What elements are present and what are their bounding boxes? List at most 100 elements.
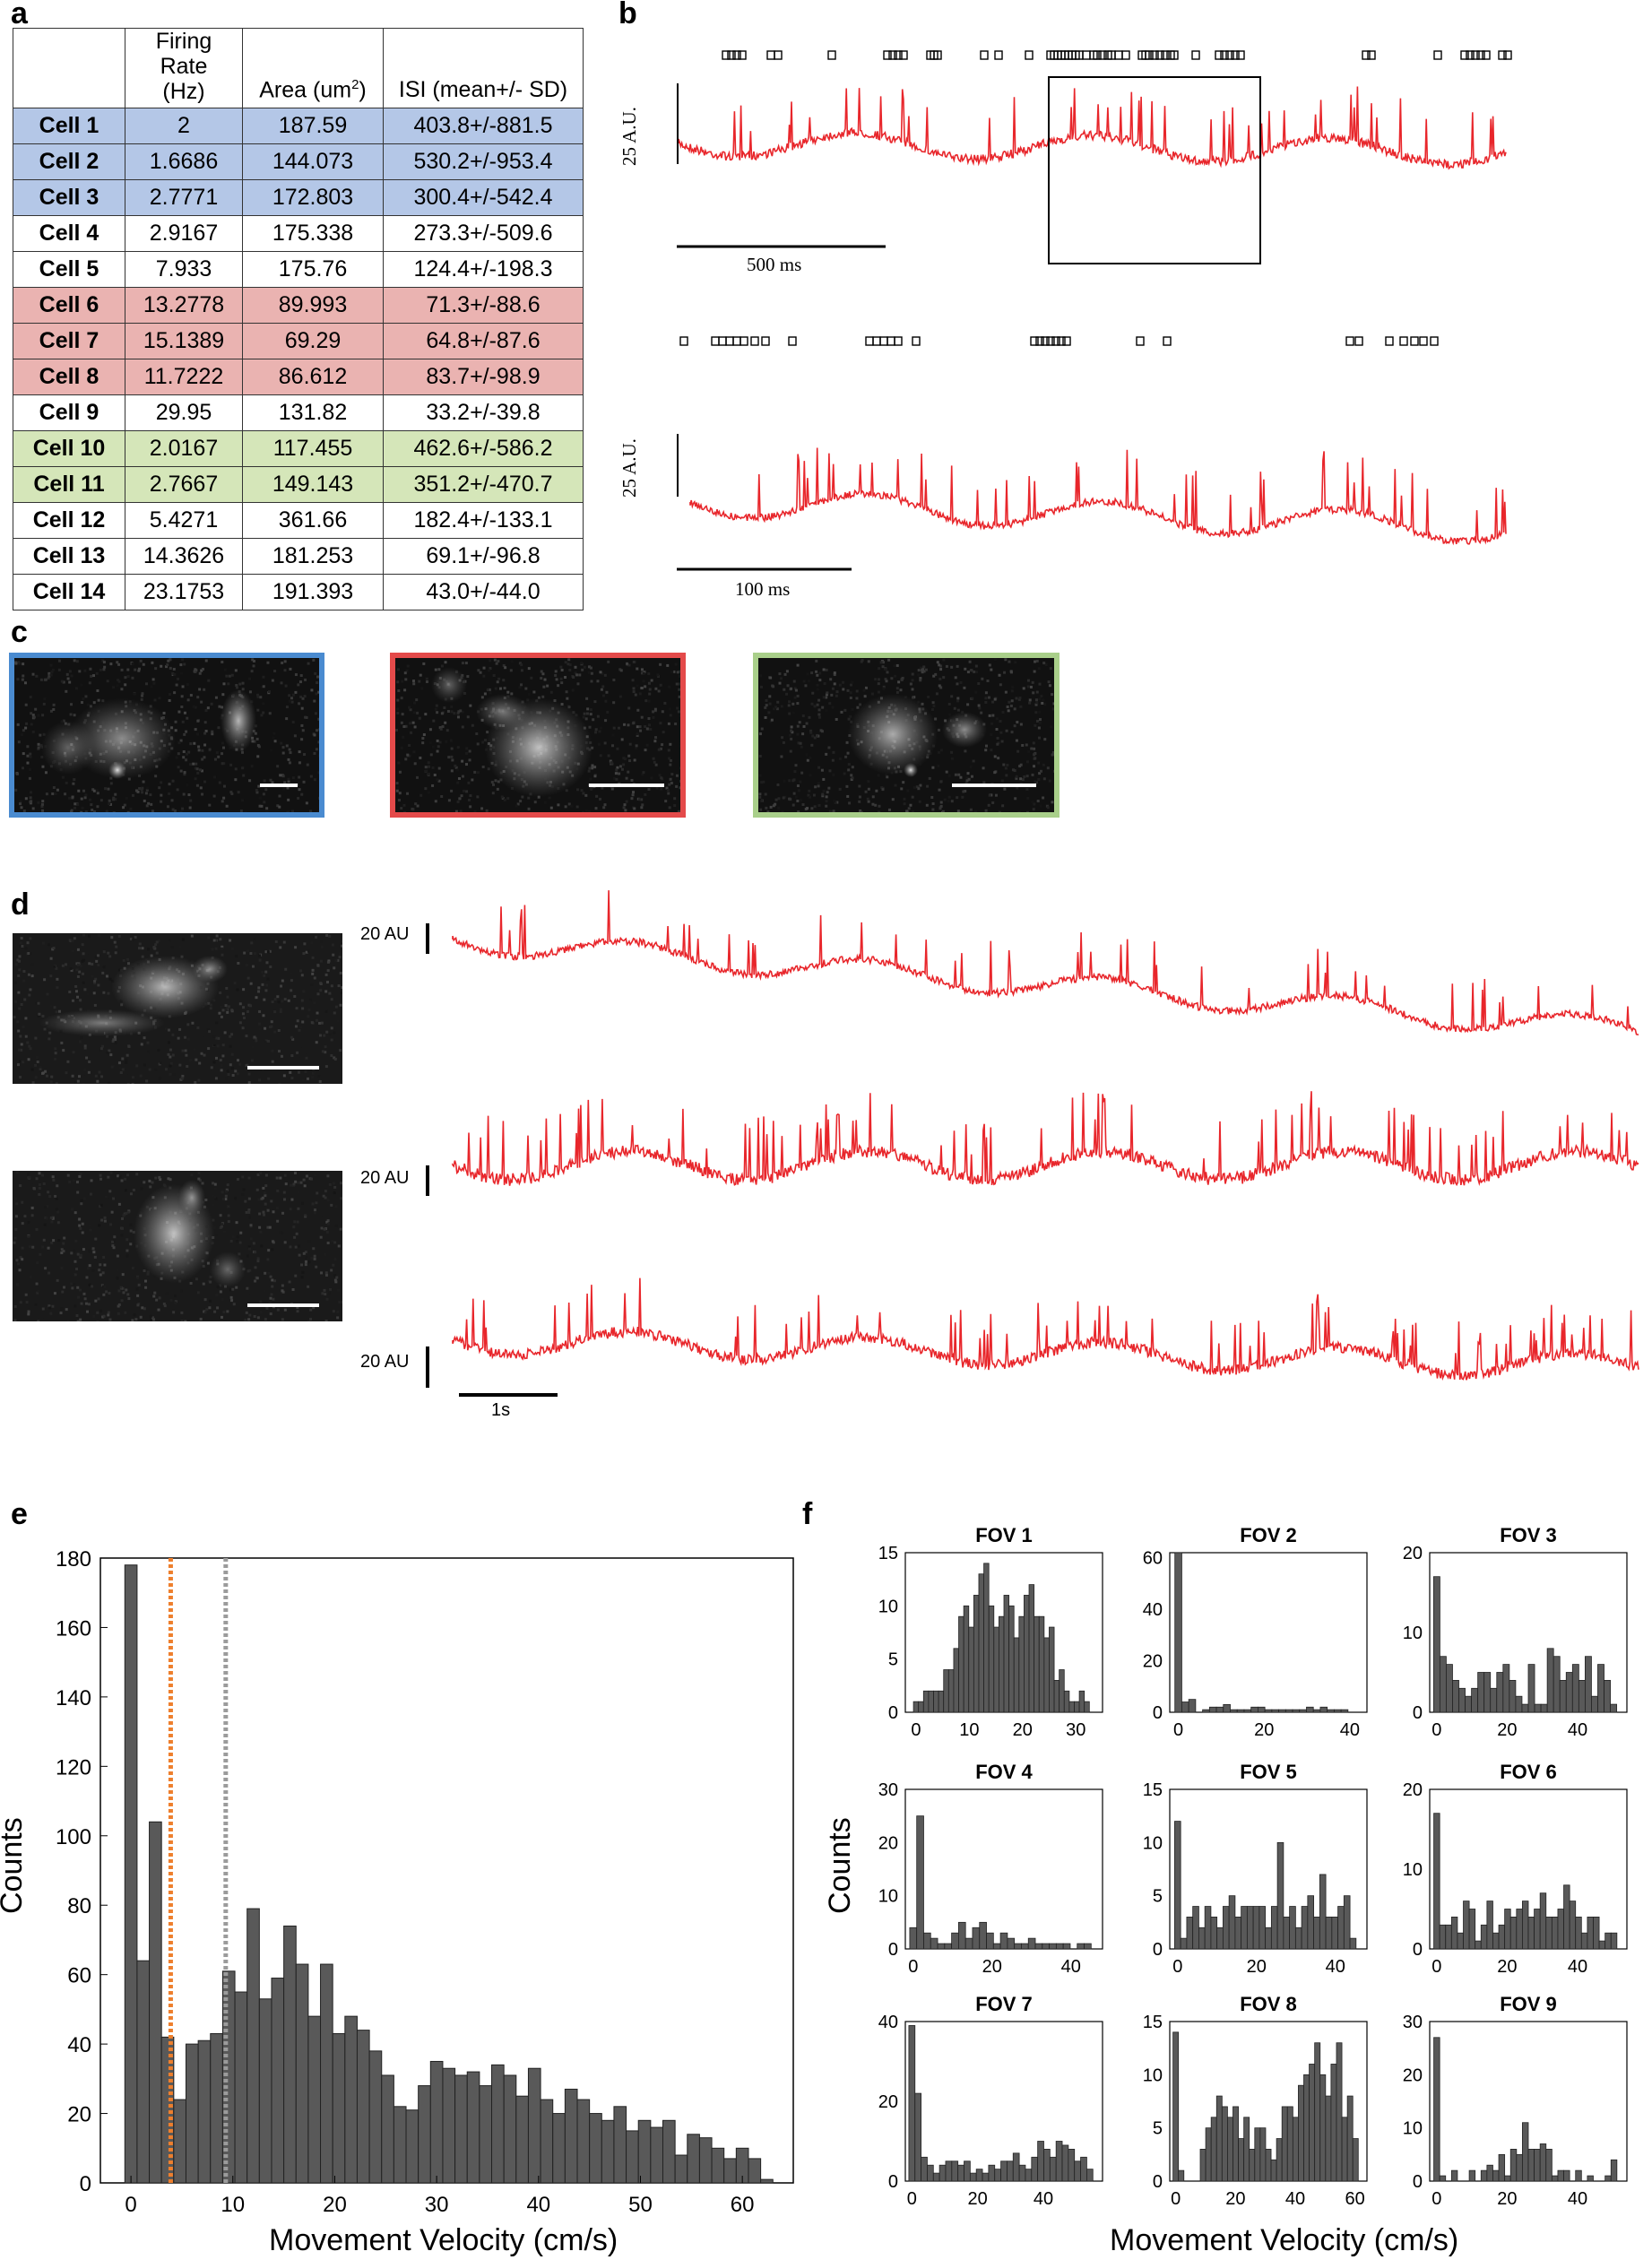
noise-pixel <box>278 794 281 798</box>
noise-pixel <box>259 1311 263 1314</box>
fov-bar <box>978 1573 984 1713</box>
noise-pixel <box>591 766 594 770</box>
noise-pixel <box>236 1240 239 1243</box>
fov-bar <box>1271 1709 1279 1713</box>
noise-pixel <box>677 682 680 686</box>
noise-pixel <box>257 745 261 749</box>
spike-raster-box <box>1354 336 1363 346</box>
noise-pixel <box>583 665 586 669</box>
noise-pixel <box>38 1182 41 1186</box>
noise-pixel <box>796 732 800 736</box>
noise-pixel <box>341 986 342 990</box>
noise-pixel <box>945 664 948 668</box>
noise-pixel <box>978 706 982 710</box>
noise-pixel <box>519 683 523 687</box>
noise-pixel <box>175 756 178 759</box>
noise-pixel <box>418 716 421 720</box>
noise-pixel <box>94 1237 98 1241</box>
noise-pixel <box>19 1184 22 1188</box>
noise-pixel <box>158 1175 161 1179</box>
noise-pixel <box>297 683 300 687</box>
noise-pixel <box>245 1311 248 1314</box>
histogram-bar <box>271 1978 285 2184</box>
noise-pixel <box>918 800 921 803</box>
noise-pixel <box>264 1202 267 1206</box>
noise-pixel <box>107 1175 110 1179</box>
noise-pixel <box>428 728 432 732</box>
noise-pixel <box>846 751 850 755</box>
noise-pixel <box>969 808 973 811</box>
noise-pixel <box>765 698 768 702</box>
noise-pixel <box>54 1057 57 1061</box>
noise-pixel <box>1026 796 1030 800</box>
noise-pixel <box>465 751 469 755</box>
noise-pixel <box>290 700 294 704</box>
noise-pixel <box>320 1226 324 1230</box>
noise-pixel <box>934 672 938 676</box>
noise-pixel <box>1040 695 1043 698</box>
scale-bar <box>260 784 298 787</box>
noise-pixel <box>850 774 853 777</box>
noise-pixel <box>68 670 72 673</box>
noise-pixel <box>307 1285 310 1288</box>
noise-pixel <box>1030 747 1034 750</box>
noise-pixel <box>109 1171 113 1174</box>
fov-bar <box>1610 2159 1618 2182</box>
fov-bar <box>1038 1615 1045 1713</box>
noise-pixel <box>82 933 86 937</box>
noise-pixel <box>794 764 798 767</box>
noise-pixel <box>859 703 862 706</box>
cell-body <box>111 956 219 1018</box>
noise-pixel <box>648 692 652 696</box>
spike-raster-box <box>1093 50 1102 60</box>
noise-pixel <box>936 661 939 664</box>
noise-pixel <box>229 763 233 766</box>
noise-pixel <box>247 1176 251 1180</box>
noise-pixel <box>81 1231 84 1234</box>
noise-pixel <box>38 1012 41 1016</box>
noise-pixel <box>975 671 979 674</box>
noise-pixel <box>276 1189 280 1192</box>
noise-pixel <box>285 744 289 748</box>
noise-pixel <box>221 800 224 803</box>
noise-pixel <box>628 759 632 763</box>
spike-raster-box <box>827 50 836 60</box>
spike-raster-box <box>1062 336 1071 346</box>
spike-raster-box <box>1385 336 1394 346</box>
noise-pixel <box>74 990 78 993</box>
noise-pixel <box>801 732 805 736</box>
panel-f-xlabel: Movement Velocity (cm/s) <box>1110 2223 1459 2257</box>
noise-pixel <box>83 796 87 800</box>
noise-pixel <box>29 752 32 756</box>
noise-pixel <box>494 779 497 783</box>
noise-pixel <box>817 708 821 712</box>
noise-pixel <box>247 1208 251 1212</box>
noise-pixel <box>294 1180 298 1183</box>
noise-pixel <box>816 683 819 687</box>
histogram-bar <box>564 2088 578 2184</box>
noise-pixel <box>81 943 84 947</box>
noise-pixel <box>151 810 154 812</box>
noise-pixel <box>769 805 773 809</box>
noise-pixel <box>316 681 319 685</box>
noise-pixel <box>764 706 767 709</box>
noise-pixel <box>279 774 282 777</box>
noise-pixel <box>150 685 153 688</box>
noise-pixel <box>668 783 671 786</box>
noise-pixel <box>424 713 428 716</box>
noise-pixel <box>587 769 591 773</box>
fov-x-tick-label: 0 <box>1431 1957 1441 1977</box>
fov-bar <box>1241 1906 1248 1950</box>
fov-plot-frame <box>904 1788 1103 1950</box>
noise-pixel <box>199 1082 203 1084</box>
noise-pixel <box>560 668 564 671</box>
spike-raster-box <box>1419 336 1428 346</box>
histogram-bar <box>247 1908 260 2184</box>
noise-pixel <box>125 1249 129 1252</box>
noise-pixel <box>91 809 94 812</box>
histogram-bar <box>149 1821 162 2184</box>
noise-pixel <box>39 1067 42 1070</box>
spike-raster-box <box>1215 50 1224 60</box>
noise-pixel <box>652 715 655 719</box>
noise-pixel <box>249 1225 253 1228</box>
